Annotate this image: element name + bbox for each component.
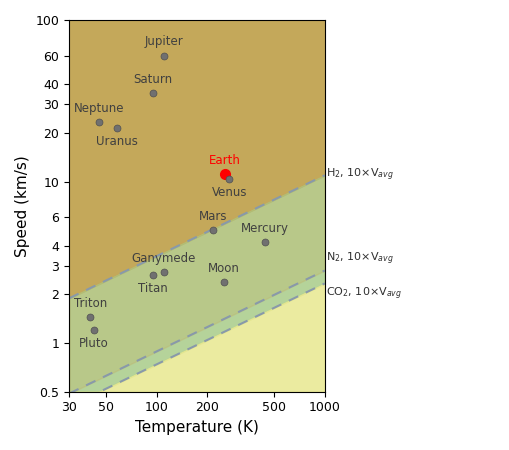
Text: Ganymede: Ganymede bbox=[131, 252, 195, 266]
Text: Mars: Mars bbox=[198, 210, 227, 223]
Text: Mercury: Mercury bbox=[240, 222, 289, 234]
Text: Moon: Moon bbox=[207, 262, 239, 275]
Text: Triton: Triton bbox=[73, 297, 106, 310]
Text: Venus: Venus bbox=[211, 186, 247, 199]
Text: Titan: Titan bbox=[138, 282, 168, 295]
Text: CO$_2$, 10$\times$V$_{avg}$: CO$_2$, 10$\times$V$_{avg}$ bbox=[326, 286, 402, 302]
Text: Earth: Earth bbox=[209, 153, 241, 166]
Text: Pluto: Pluto bbox=[79, 337, 108, 350]
Text: Jupiter: Jupiter bbox=[144, 35, 183, 48]
Y-axis label: Speed (km/s): Speed (km/s) bbox=[15, 155, 30, 257]
X-axis label: Temperature (K): Temperature (K) bbox=[135, 420, 259, 435]
Text: H$_2$, 10$\times$V$_{avg}$: H$_2$, 10$\times$V$_{avg}$ bbox=[326, 167, 393, 184]
Text: Uranus: Uranus bbox=[96, 135, 138, 148]
Text: Saturn: Saturn bbox=[133, 73, 173, 86]
Text: N$_2$, 10$\times$V$_{avg}$: N$_2$, 10$\times$V$_{avg}$ bbox=[326, 251, 393, 267]
Text: Neptune: Neptune bbox=[73, 102, 124, 115]
